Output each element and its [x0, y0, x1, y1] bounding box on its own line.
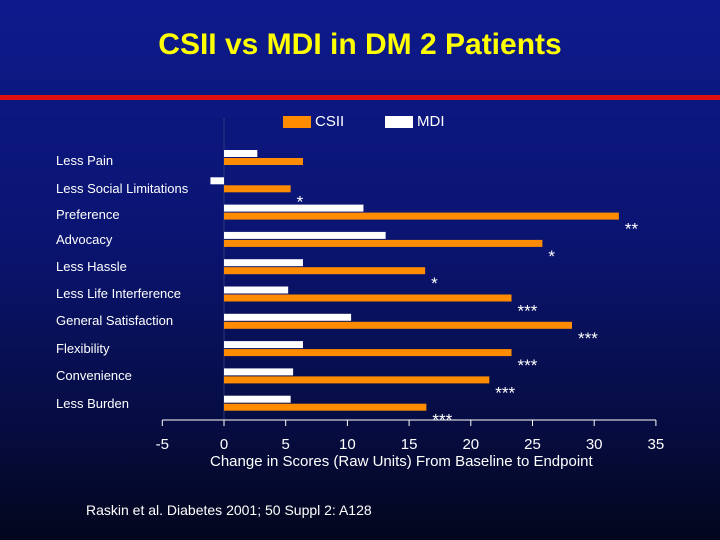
- chart-title: CSII vs MDI in DM 2 Patients: [158, 28, 562, 61]
- significance-marker: *: [431, 274, 438, 293]
- bar-csii: [224, 294, 512, 302]
- legend-csii: CSII: [283, 113, 344, 130]
- bar-csii: [224, 267, 426, 275]
- category-label: Less Burden: [56, 396, 129, 411]
- bar-csii: [224, 321, 572, 329]
- x-tick-label: 30: [586, 436, 603, 453]
- bar-mdi: [224, 368, 294, 376]
- bar-csii: [224, 239, 543, 247]
- legend-swatch-mdi: [385, 115, 413, 128]
- bar-mdi: [224, 231, 386, 239]
- category-label: Convenience: [56, 368, 132, 383]
- category-label: Less Life Interference: [56, 286, 182, 301]
- category-label: Less Social Limitations: [56, 181, 189, 196]
- x-tick-label: 5: [282, 436, 290, 453]
- x-tick-label: -5: [156, 436, 169, 453]
- legend-label-mdi: MDI: [417, 113, 445, 130]
- bar-mdi: [224, 150, 258, 157]
- category-label: Flexibility: [56, 341, 110, 356]
- bar-csii: [224, 185, 291, 193]
- x-tick-label: 10: [339, 436, 356, 453]
- significance-marker: ***: [518, 302, 538, 321]
- bar-mdi: [224, 286, 289, 294]
- x-axis-label: Change in Scores (Raw Units) From Baseli…: [210, 453, 593, 470]
- significance-marker: **: [625, 220, 639, 239]
- bar-mdi: [224, 259, 303, 267]
- significance-marker: ***: [495, 383, 515, 402]
- bar-mdi: [224, 313, 352, 321]
- x-tick-label: 35: [648, 436, 665, 453]
- bar-mdi: [210, 177, 224, 185]
- bar-csii: [224, 158, 303, 165]
- category-label: Less Pain: [56, 153, 114, 168]
- category-label: General Satisfaction: [56, 313, 174, 328]
- bar-mdi: [224, 395, 291, 403]
- x-tick-label: 20: [462, 436, 479, 453]
- significance-marker: ***: [432, 411, 452, 430]
- significance-marker: ***: [518, 356, 538, 375]
- legend-label-csii: CSII: [315, 113, 345, 130]
- source-citation: Raskin et al. Diabetes 2001; 50 Suppl 2:…: [86, 502, 372, 518]
- significance-marker: *: [548, 247, 555, 266]
- bar-csii: [224, 376, 490, 384]
- bar-csii: [224, 212, 619, 220]
- significance-marker: ***: [578, 329, 598, 348]
- bar-csii: [224, 349, 512, 357]
- bar-csii: [224, 403, 427, 411]
- significance-marker: *: [297, 192, 304, 211]
- bar-mdi: [224, 341, 303, 349]
- title-divider: [0, 95, 720, 100]
- x-tick-label: 15: [401, 436, 418, 453]
- legend-mdi: MDI: [385, 113, 445, 130]
- bar-mdi: [224, 204, 364, 212]
- category-label: Advocacy: [56, 232, 113, 247]
- category-label: Less Hassle: [56, 259, 127, 274]
- legend-swatch-csii: [283, 115, 311, 128]
- x-tick-label: 25: [524, 436, 541, 453]
- category-label: Preference: [56, 207, 120, 222]
- x-tick-label: 0: [220, 436, 228, 453]
